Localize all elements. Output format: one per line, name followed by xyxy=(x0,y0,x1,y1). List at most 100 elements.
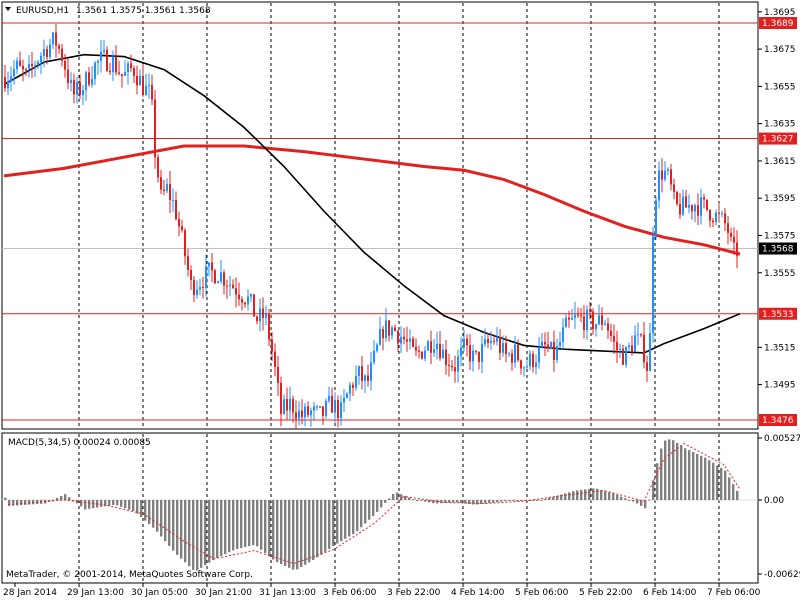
candle-body xyxy=(262,308,264,318)
candle-body xyxy=(229,284,231,286)
macd-histogram-bar xyxy=(580,489,583,500)
macd-histogram-bar xyxy=(496,500,499,503)
macd-histogram-bar xyxy=(656,463,659,500)
candle-body xyxy=(376,344,378,352)
candle-body xyxy=(301,410,303,418)
macd-histogram-bar xyxy=(132,500,135,512)
macd-histogram-bar xyxy=(232,500,235,551)
macd-histogram-bar xyxy=(244,500,247,548)
candle-body xyxy=(625,347,627,365)
price-pane[interactable] xyxy=(1,1,759,430)
horizontal-levels[interactable]: 1.3689 1.3627 1.3533 1.3476 1.3568 xyxy=(2,17,797,426)
macd-histogram-bar xyxy=(176,500,179,555)
candle-body xyxy=(244,302,246,305)
macd-histogram-bar xyxy=(368,500,371,520)
price-tick-label: 1.3635 xyxy=(764,120,796,130)
candle-body xyxy=(493,340,495,342)
macd-histogram-bar xyxy=(304,500,307,565)
candle-body xyxy=(583,316,585,331)
macd-histogram-bar xyxy=(452,500,455,503)
macd-histogram-bar xyxy=(376,500,379,512)
macd-histogram-bar xyxy=(484,500,487,504)
macd-histogram-bar xyxy=(680,445,683,500)
candle-body xyxy=(259,308,261,322)
candle-body xyxy=(325,400,327,416)
candle-body xyxy=(304,406,306,418)
candle-body xyxy=(115,56,117,73)
macd-histogram-bar xyxy=(664,440,667,500)
macd-histogram-bar xyxy=(560,494,563,500)
candle-body xyxy=(118,72,120,74)
candle-body xyxy=(652,234,654,334)
macd-histogram-bar xyxy=(80,500,83,507)
candle-body xyxy=(451,365,453,368)
macd-histogram-bar xyxy=(652,480,655,500)
macd-histogram-bar xyxy=(412,499,415,501)
macd-histogram-bar xyxy=(492,500,495,503)
macd-histogram-bar xyxy=(300,500,303,568)
candle-body xyxy=(634,335,636,352)
candle-body xyxy=(187,256,189,270)
macd-histogram-bar xyxy=(228,500,231,553)
candle-body xyxy=(454,367,456,372)
candle-body xyxy=(211,262,213,271)
macd-histogram-bar xyxy=(724,470,727,500)
macd-histogram-bar xyxy=(540,499,543,501)
candle-body xyxy=(655,200,657,235)
macd-histogram-bar xyxy=(628,499,631,501)
macd-histogram-bar xyxy=(60,496,63,500)
candle-body xyxy=(58,45,60,49)
candle-body xyxy=(250,294,252,297)
candle-body xyxy=(298,410,300,419)
candle-body xyxy=(580,315,582,317)
macd-histogram-bar xyxy=(532,500,535,502)
candle-body xyxy=(139,75,141,86)
macd-histogram-bar xyxy=(400,494,403,500)
candle-body xyxy=(544,341,546,345)
macd-histogram-bar xyxy=(636,500,639,504)
candle-body xyxy=(403,336,405,340)
candle-body xyxy=(574,314,576,318)
candle-body xyxy=(427,341,429,351)
candle-body xyxy=(130,63,132,69)
candle-body xyxy=(421,351,423,359)
candle-body xyxy=(682,196,684,215)
macd-histogram-bar xyxy=(476,500,479,505)
candle-body xyxy=(364,375,366,381)
candle-body xyxy=(235,288,237,295)
macd-histogram-bar xyxy=(604,491,607,500)
candle-body xyxy=(367,375,369,382)
candle-body xyxy=(316,406,318,408)
candle-body xyxy=(370,362,372,382)
macd-pane[interactable] xyxy=(1,432,759,584)
dropdown-triangle-icon[interactable] xyxy=(5,7,11,11)
time-tick-label: 5 Feb 06:00 xyxy=(515,588,569,598)
macd-histogram-bar xyxy=(200,500,203,568)
candle-body xyxy=(616,341,618,351)
candle-body xyxy=(142,75,144,96)
macd-histogram-bar xyxy=(272,500,275,560)
candle-body xyxy=(64,60,66,70)
candle-body xyxy=(721,213,723,215)
macd-histogram-bar xyxy=(212,500,215,561)
macd-histogram-bar xyxy=(504,500,507,502)
candlesticks xyxy=(4,23,738,430)
macd-histogram-bar xyxy=(268,500,271,557)
candle-body xyxy=(436,343,438,350)
candle-body xyxy=(109,70,111,73)
macd-histogram-bar xyxy=(648,499,651,501)
macd-histogram-bar xyxy=(700,455,703,500)
candle-body xyxy=(193,280,195,296)
price-axis: 1.3695 1.3675 1.3655 1.3635 1.3615 1.3595 1.35… xyxy=(758,8,800,580)
candle-body xyxy=(409,338,411,342)
candle-body xyxy=(460,347,462,357)
candle-body xyxy=(226,285,228,287)
macd-histogram-bar xyxy=(364,500,367,524)
candle-body xyxy=(190,269,192,281)
macd-histogram-bar xyxy=(432,500,435,504)
macd-histogram-bar xyxy=(148,500,151,525)
macd-histogram-bar xyxy=(704,457,707,500)
macd-histogram-bar xyxy=(296,500,299,570)
candle-body xyxy=(7,81,9,89)
